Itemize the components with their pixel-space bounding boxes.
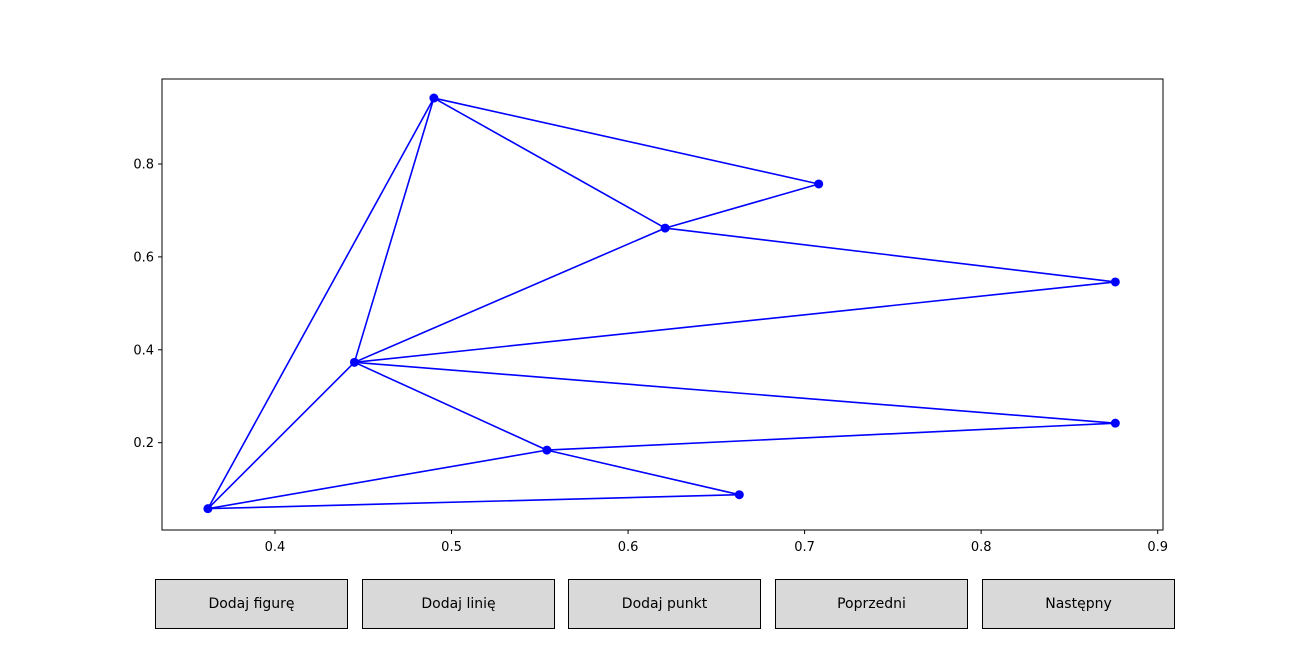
x-tick-label: 0.6 bbox=[618, 540, 639, 555]
segments-layer bbox=[207, 97, 1116, 510]
points-layer bbox=[203, 93, 1120, 514]
line-segment bbox=[354, 361, 1116, 424]
x-axis: 0.4 0.5 0.6 0.7 0.8 0.9 bbox=[265, 530, 1168, 555]
line-segment bbox=[433, 97, 666, 229]
line-segment bbox=[546, 449, 740, 496]
x-tick-label: 0.8 bbox=[971, 540, 992, 555]
data-point bbox=[660, 223, 670, 233]
line-segment bbox=[207, 97, 435, 510]
add-figure-button[interactable]: Dodaj figurę bbox=[155, 579, 348, 629]
y-tick-label: 0.2 bbox=[133, 436, 154, 451]
add-line-button[interactable]: Dodaj linię bbox=[362, 579, 555, 629]
line-segment bbox=[433, 97, 819, 185]
line-segment bbox=[354, 361, 548, 451]
x-tick-label: 0.5 bbox=[441, 540, 462, 555]
line-segment bbox=[665, 227, 1116, 283]
line-segment bbox=[207, 493, 740, 510]
line-segment bbox=[207, 449, 548, 510]
next-button[interactable]: Następny bbox=[982, 579, 1175, 629]
line-segment bbox=[354, 281, 1116, 364]
data-point bbox=[1110, 418, 1120, 428]
x-tick-label: 0.4 bbox=[265, 540, 286, 555]
data-point bbox=[429, 93, 439, 103]
x-tick-label: 0.9 bbox=[1147, 540, 1168, 555]
line-segment bbox=[207, 361, 355, 510]
data-point bbox=[542, 445, 552, 455]
data-point bbox=[734, 490, 744, 500]
y-axis: 0.2 0.4 0.6 0.8 bbox=[133, 157, 162, 451]
previous-button[interactable]: Poprzedni bbox=[775, 579, 968, 629]
y-tick-label: 0.8 bbox=[133, 157, 154, 172]
line-segment bbox=[353, 97, 435, 363]
line-segment bbox=[546, 422, 1116, 451]
data-point bbox=[203, 504, 213, 514]
line-segment bbox=[354, 227, 666, 364]
x-tick-label: 0.7 bbox=[794, 540, 815, 555]
data-point bbox=[1110, 277, 1120, 287]
axes-frame bbox=[161, 78, 1164, 531]
data-point bbox=[349, 357, 359, 367]
add-point-button[interactable]: Dodaj punkt bbox=[568, 579, 761, 629]
y-tick-label: 0.6 bbox=[133, 250, 154, 265]
data-point bbox=[814, 179, 824, 189]
line-segment bbox=[664, 183, 819, 229]
y-tick-label: 0.4 bbox=[133, 343, 154, 358]
